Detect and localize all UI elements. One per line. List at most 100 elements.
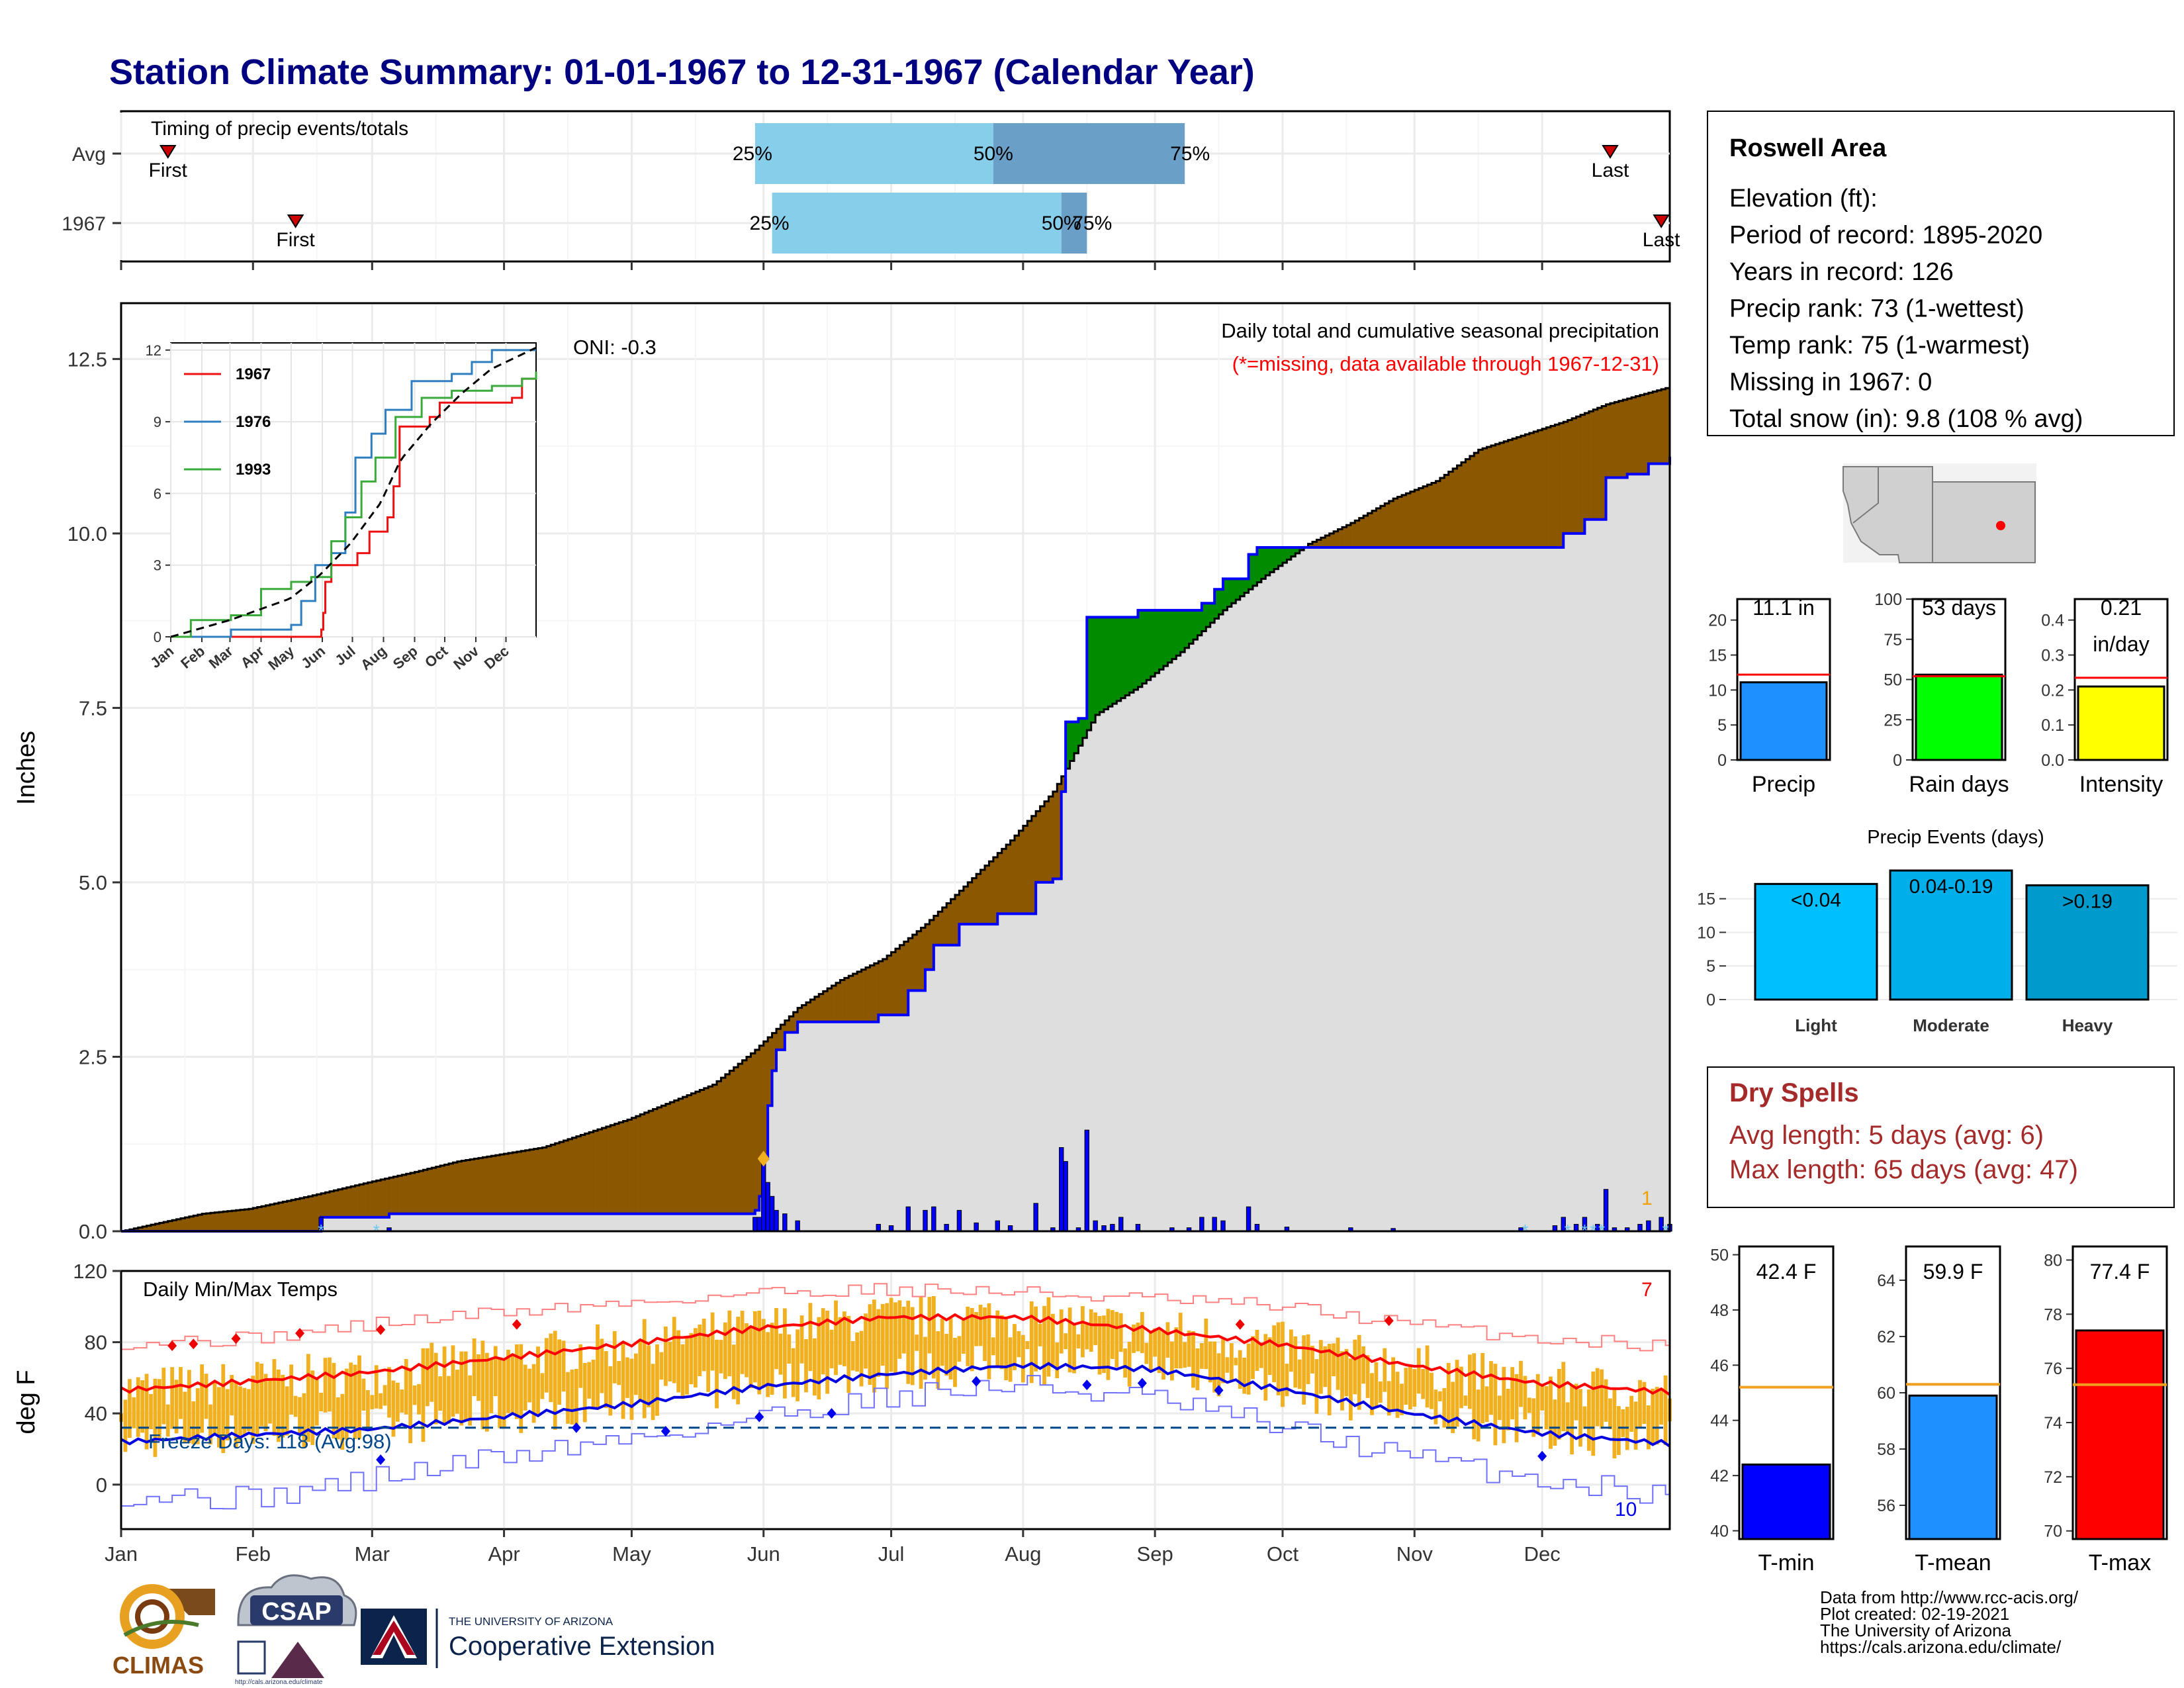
daily-temp-bar — [408, 1368, 413, 1444]
inset-series-1976 — [171, 349, 536, 638]
daily-temp-bar — [761, 1319, 766, 1387]
daily-temp-bar — [433, 1352, 438, 1425]
mini-bar-chart-intensity: 0.0 0.1 0.2 0.3 0.4 0.21 in/day Intensity — [2041, 596, 2169, 797]
daily-temp-bar — [676, 1330, 681, 1393]
daily-temp-bar — [421, 1348, 426, 1442]
record-high-marker — [167, 1340, 177, 1351]
daily-temp-bar — [745, 1323, 749, 1378]
daily-temp-bar — [995, 1310, 1000, 1368]
daily-temp-bar — [868, 1304, 872, 1385]
temp-bar-y-tick-label: 40 — [1710, 1522, 1729, 1540]
daily-temp-bar — [1480, 1353, 1485, 1424]
csap-logo: CSAP http://cals.arizona.edu/climate — [235, 1574, 357, 1686]
daily-temp-bar — [1489, 1361, 1493, 1415]
daily-temp-bar — [242, 1387, 247, 1436]
daily-temp-bar — [1080, 1306, 1085, 1358]
daily-temp-bar — [864, 1313, 868, 1369]
daily-temp-bar — [1451, 1382, 1455, 1433]
daily-temp-bar — [808, 1303, 813, 1372]
station-info-line: Missing in 1967: 0 — [1729, 369, 1932, 397]
daily-temp-bar — [216, 1387, 221, 1448]
daily-temp-bar — [1336, 1337, 1340, 1390]
daily-temp-bar — [787, 1334, 792, 1364]
temp-bar-y-tick-label: 76 — [2044, 1360, 2062, 1378]
station-info-line: Precip rank: 73 (1-wettest) — [1729, 295, 2025, 323]
events-bar-label: Moderate — [1913, 1015, 1989, 1035]
daily-temp-bar — [1178, 1313, 1183, 1369]
daily-temp-bar — [285, 1386, 289, 1436]
daily-temp-bar — [752, 1311, 757, 1383]
station-info-line: Elevation (ft): — [1729, 185, 1878, 212]
month-label: Feb — [236, 1542, 271, 1566]
dry-spells-title: Dry Spells — [1729, 1078, 1859, 1107]
daily-temp-bar — [1655, 1387, 1659, 1445]
daily-temp-bar — [149, 1393, 153, 1430]
daily-temp-bar — [1097, 1316, 1102, 1375]
daily-temp-bar — [1430, 1372, 1433, 1409]
daily-temp-bar — [506, 1349, 510, 1413]
daily-temp-bar — [582, 1362, 587, 1423]
timing-first-marker — [159, 145, 177, 159]
daily-temp-bar — [1169, 1341, 1174, 1381]
station-info-line: Total snow (in): 9.8 (108 % avg) — [1729, 405, 2083, 433]
daily-temp-bar — [846, 1315, 851, 1393]
daily-temp-bar — [1106, 1309, 1111, 1380]
record-max-line — [121, 1283, 1670, 1352]
month-label: Oct — [1267, 1542, 1299, 1566]
temp-bar-label: T-max — [2089, 1550, 2151, 1575]
daily-temp-bar — [1383, 1348, 1387, 1392]
daily-temp-bar — [447, 1376, 451, 1424]
daily-temp-bar — [1297, 1359, 1302, 1389]
daily-temp-bar — [915, 1335, 919, 1351]
daily-temp-bar — [502, 1360, 506, 1429]
daily-temp-bar — [549, 1333, 553, 1403]
precip-events-title: Precip Events (days) — [1867, 827, 2044, 848]
record-high-marker — [1235, 1319, 1245, 1330]
daily-temp-bar — [1208, 1341, 1212, 1383]
timing-p75-label: 75% — [1072, 212, 1112, 234]
record-min-line — [121, 1375, 1670, 1510]
daily-precip-bar — [876, 1223, 881, 1232]
daily-temp-bar — [1263, 1334, 1268, 1401]
precip-panel: * * * * * * * * Inches Daily total and cumulati… — [13, 302, 1672, 1243]
daily-temp-bar — [825, 1310, 830, 1394]
daily-temp-bar — [391, 1380, 396, 1437]
daily-temp-bar — [1183, 1342, 1187, 1368]
daily-precip-bar — [1646, 1220, 1651, 1232]
daily-temp-bar — [1467, 1354, 1472, 1409]
daily-temp-bar — [140, 1380, 145, 1433]
daily-temp-bar — [438, 1376, 443, 1411]
temp-bar-value-label: 42.4 F — [1756, 1260, 1817, 1284]
timing-bar-25-50 — [772, 193, 1062, 254]
mini-value-label: 0.21 — [2101, 596, 2142, 620]
daily-temp-bar — [472, 1338, 477, 1397]
temp-bar-chart-t-mean: 56 58 60 62 64 59.9 F T-mean — [1877, 1245, 2001, 1575]
daily-temp-bar — [1174, 1327, 1179, 1369]
daily-temp-bar — [510, 1354, 515, 1414]
daily-temp-bar — [1549, 1376, 1553, 1449]
daily-temp-bar — [621, 1344, 625, 1419]
daily-temp-bar — [855, 1332, 860, 1372]
timing-bar-50-75 — [1061, 193, 1087, 254]
record-low-marker — [1082, 1380, 1092, 1391]
timing-last-label: Last — [1592, 160, 1629, 181]
daily-temp-bar — [1276, 1322, 1281, 1395]
record-low-marker — [1137, 1378, 1147, 1389]
daily-temp-bar — [161, 1368, 166, 1425]
daily-temp-bar — [1391, 1357, 1396, 1412]
daily-temp-bar — [323, 1358, 328, 1413]
daily-temp-bar — [672, 1317, 676, 1383]
daily-temp-bar — [314, 1378, 319, 1426]
daily-temp-bar — [736, 1317, 741, 1405]
daily-temp-bar — [706, 1336, 711, 1392]
daily-temp-bar — [1255, 1329, 1259, 1371]
mini-y-tick-label: 20 — [1708, 612, 1727, 630]
figure-title: Station Climate Summary: 01-01-1967 to 1… — [109, 52, 1255, 92]
daily-temp-bar — [612, 1331, 617, 1383]
daily-temp-bar — [174, 1380, 179, 1434]
daily-temp-bar — [332, 1362, 336, 1438]
daily-temp-bar — [1059, 1309, 1064, 1354]
daily-temp-bar — [251, 1376, 255, 1444]
daily-temp-bar — [1118, 1313, 1123, 1352]
daily-temp-bar — [931, 1296, 936, 1379]
